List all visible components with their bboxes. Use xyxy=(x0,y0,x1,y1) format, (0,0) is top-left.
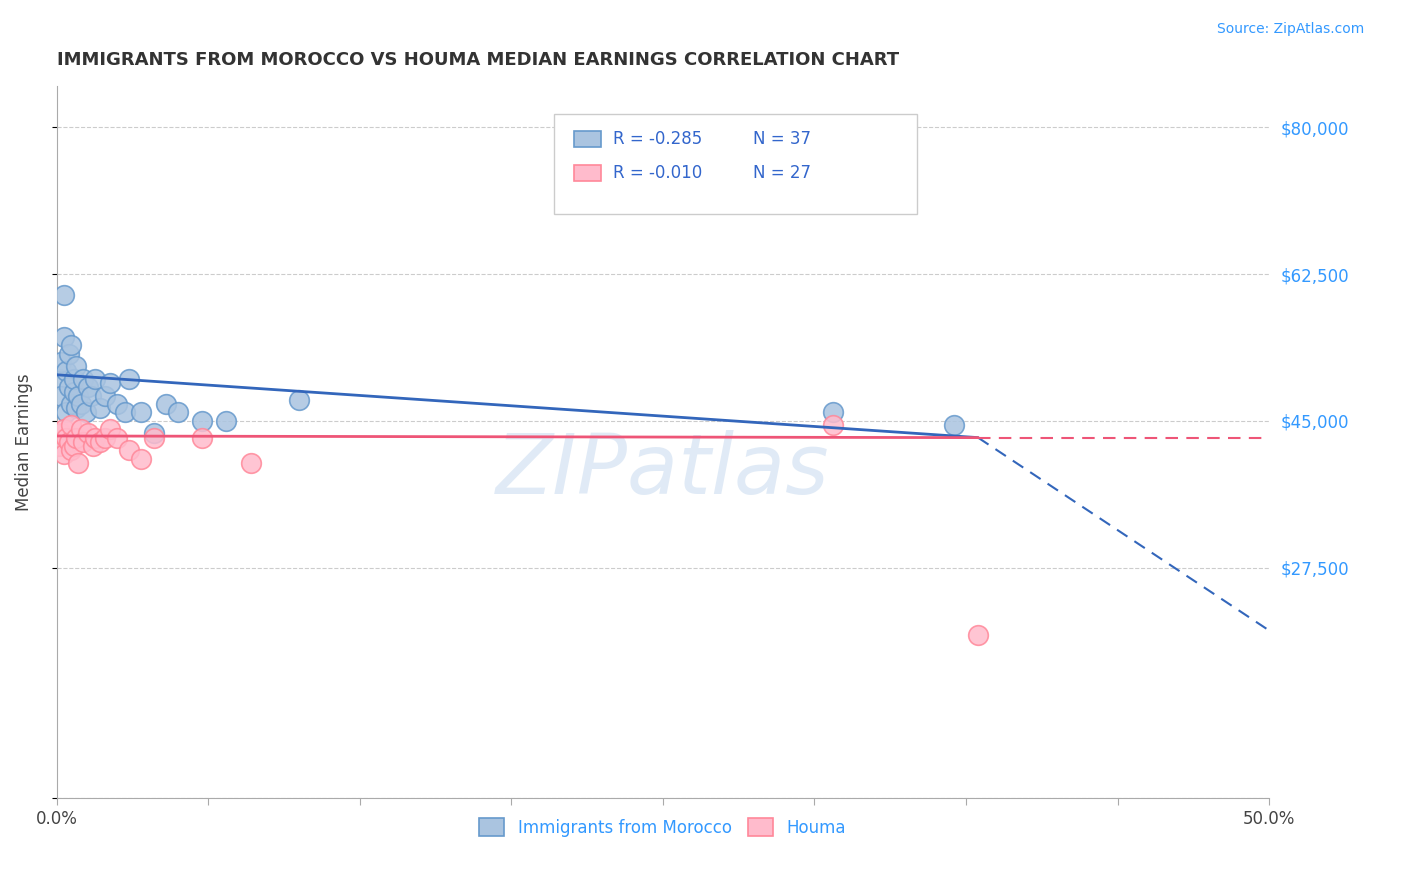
Point xyxy=(60,443,83,458)
Point xyxy=(55,431,77,445)
Point xyxy=(70,397,93,411)
Text: R = -0.010: R = -0.010 xyxy=(613,164,703,182)
Point xyxy=(55,363,77,377)
Point xyxy=(98,422,121,436)
Point xyxy=(118,372,141,386)
Point xyxy=(60,397,83,411)
Point xyxy=(288,392,311,407)
Point xyxy=(142,426,165,441)
Point xyxy=(239,456,262,470)
Point xyxy=(79,389,101,403)
Point xyxy=(65,401,87,416)
Text: N = 27: N = 27 xyxy=(752,164,811,182)
Point xyxy=(155,397,177,411)
Point xyxy=(191,431,214,445)
Point xyxy=(89,434,111,449)
Point xyxy=(58,380,80,394)
Point xyxy=(821,418,844,433)
Point xyxy=(89,401,111,416)
Point xyxy=(67,456,90,470)
Y-axis label: Median Earnings: Median Earnings xyxy=(15,373,32,510)
Text: N = 37: N = 37 xyxy=(752,130,811,148)
Point xyxy=(52,447,75,461)
Point xyxy=(84,372,107,386)
Point xyxy=(191,414,214,428)
Point xyxy=(67,389,90,403)
Point xyxy=(75,405,97,419)
FancyBboxPatch shape xyxy=(574,131,600,147)
Text: R = -0.285: R = -0.285 xyxy=(613,130,703,148)
Point xyxy=(131,405,153,419)
Point xyxy=(60,418,83,433)
Point xyxy=(142,431,165,445)
Point xyxy=(51,389,73,403)
Point xyxy=(48,439,70,453)
Point xyxy=(114,405,136,419)
Text: IMMIGRANTS FROM MOROCCO VS HOUMA MEDIAN EARNINGS CORRELATION CHART: IMMIGRANTS FROM MOROCCO VS HOUMA MEDIAN … xyxy=(56,51,898,69)
Point xyxy=(65,359,87,374)
FancyBboxPatch shape xyxy=(554,114,918,214)
Point xyxy=(62,439,84,453)
Point xyxy=(48,372,70,386)
Point xyxy=(52,288,75,302)
Point xyxy=(166,405,188,419)
Point xyxy=(58,347,80,361)
Point xyxy=(62,372,84,386)
Point xyxy=(52,330,75,344)
Point xyxy=(118,443,141,458)
Point xyxy=(51,355,73,369)
Point xyxy=(55,405,77,419)
Point xyxy=(967,627,990,641)
Point xyxy=(84,431,107,445)
Point xyxy=(94,431,117,445)
Point xyxy=(72,372,94,386)
Point xyxy=(105,431,128,445)
Point xyxy=(94,389,117,403)
Point xyxy=(942,418,965,433)
Point xyxy=(82,439,104,453)
Point xyxy=(105,397,128,411)
Point xyxy=(72,434,94,449)
Text: Source: ZipAtlas.com: Source: ZipAtlas.com xyxy=(1216,22,1364,37)
Point xyxy=(70,422,93,436)
Point xyxy=(58,434,80,449)
Point xyxy=(65,431,87,445)
Point xyxy=(77,426,100,441)
Text: ZIPatlas: ZIPatlas xyxy=(496,430,830,511)
Point xyxy=(98,376,121,391)
Point xyxy=(215,414,238,428)
Point xyxy=(62,384,84,399)
Point xyxy=(131,451,153,466)
Point xyxy=(51,426,73,441)
FancyBboxPatch shape xyxy=(574,165,600,181)
Point xyxy=(77,380,100,394)
Point xyxy=(60,338,83,352)
Point xyxy=(52,422,75,436)
Point xyxy=(821,405,844,419)
Legend: Immigrants from Morocco, Houma: Immigrants from Morocco, Houma xyxy=(472,812,853,843)
